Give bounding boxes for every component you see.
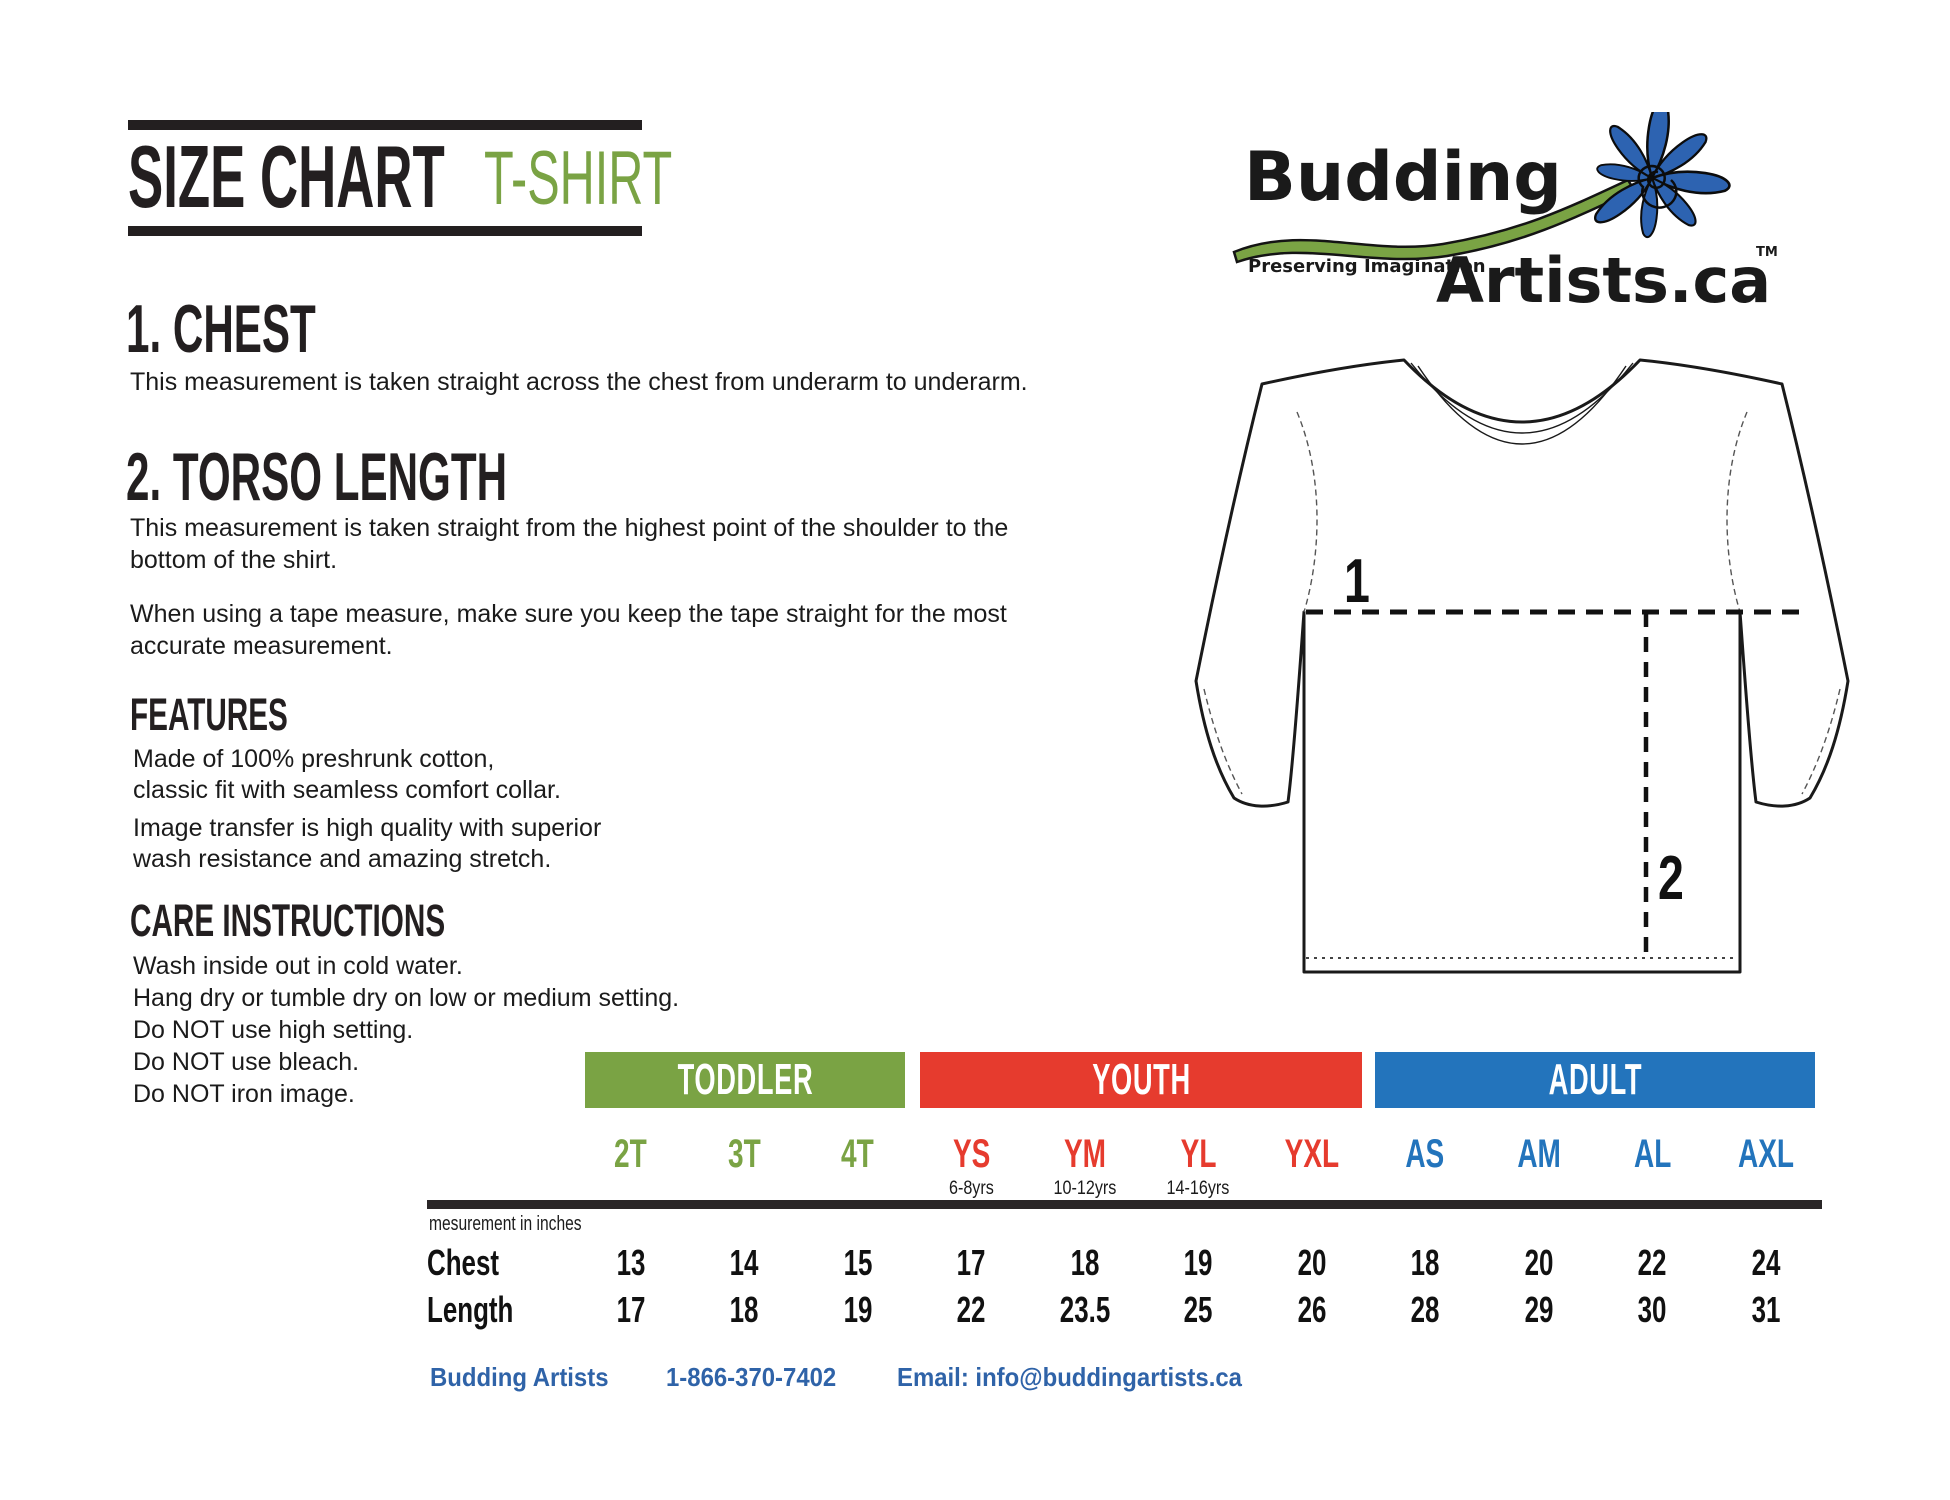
length-value: 23.5 [1059,1289,1110,1330]
title-rule-bottom [128,226,642,236]
table-row-length: Length 17 18 19 22 23.5 25 26 28 29 30 3… [427,1289,1827,1331]
chest-value: 19 [1183,1242,1213,1283]
age-range-label: 14-16yrs [1166,1178,1230,1199]
company-name: Budding Artists [430,1362,609,1392]
units-note: mesurement in inches [429,1213,582,1235]
logo-flower-icon [1594,112,1731,238]
page-subtitle: T-SHIRT [484,141,778,217]
page-title: SIZE CHART [128,133,656,221]
table-row-chest: Chest 13 14 15 17 18 19 20 18 20 22 24 [427,1242,1827,1284]
chest-value: 22 [1637,1242,1667,1283]
tshirt-measurement-diagram: 1 2 [1194,358,1850,974]
logo-tagline: Preserving Imagination [1248,256,1486,277]
chest-value: 15 [843,1242,873,1283]
column-header: AS [1405,1132,1445,1176]
length-value: 19 [843,1289,873,1330]
logo-word-bottom: Artists.ca [1436,244,1771,317]
feature-line: Made of 100% preshrunk cotton, [133,745,495,773]
section-heading-features: FEATURES [130,689,288,740]
care-line: Hang dry or tumble dry on low or medium … [133,984,680,1012]
logo-trademark: TM [1756,245,1778,260]
phone-number: 1-866-370-7402 [666,1362,837,1392]
length-value: 17 [616,1289,646,1330]
length-value: 29 [1524,1289,1554,1330]
collar-band-line [1417,365,1627,445]
care-line: Do NOT use high setting. [133,1016,414,1044]
tape-measure-line: When using a tape measure, make sure you… [130,600,1007,628]
care-line: Wash inside out in cold water. [133,952,463,980]
column-header: YL [1180,1132,1217,1176]
section-heading-chest: 1. CHEST [126,291,316,367]
chest-value: 20 [1524,1242,1554,1283]
section-heading-torso: 2. TORSO LENGTH [126,439,508,515]
feature-line: classic fit with seamless comfort collar… [133,776,561,804]
row-label: Length [427,1289,514,1330]
group-header-toddler: TODDLER [585,1052,905,1108]
table-divider-rule [427,1200,1822,1209]
chest-value: 20 [1297,1242,1327,1283]
column-header: YS [952,1132,990,1176]
contact-info: Budding Artists 1-866-370-7402 Email: info… [430,1362,1272,1393]
section-heading-care: CARE INSTRUCTIONS [130,895,446,946]
column-header: 4T [841,1132,875,1176]
column-header: YM [1063,1132,1106,1176]
budding-artists-logo: Budding Preserving Imagination Artists.c… [1232,112,1778,317]
column-header: 3T [727,1132,761,1176]
care-line: Do NOT use bleach. [133,1048,360,1076]
logo-flower-spiral [1637,164,1678,209]
chest-value: 18 [1070,1242,1100,1283]
column-header: 2T [614,1132,648,1176]
page-subtitle-text: T-SHIRT [484,136,673,221]
column-header: AM [1516,1132,1561,1176]
torso-description: This measurement is taken straight from … [130,512,1008,576]
feature-line: wash resistance and amazing stretch. [133,845,552,873]
length-value: 31 [1751,1289,1781,1330]
torso-description-line: bottom of the shirt. [130,546,338,574]
tshirt-outline [1194,358,1850,974]
chest-value: 18 [1410,1242,1440,1283]
tape-measure-note: When using a tape measure, make sure you… [130,598,1007,662]
logo-word-top: Budding [1244,138,1562,217]
torso-description-line: This measurement is taken straight from … [130,514,1009,542]
collar-stitch-line [1410,362,1634,434]
group-header-adult: ADULT [1375,1052,1815,1108]
age-range-row: 6-8yrs 10-12yrs 14-16yrs [427,1178,1827,1200]
column-header: AXL [1737,1132,1794,1176]
length-value: 25 [1183,1289,1213,1330]
row-label: Chest [427,1242,500,1283]
chest-value: 17 [956,1242,986,1283]
chest-value: 13 [616,1242,646,1283]
length-value: 26 [1297,1289,1327,1330]
length-value: 18 [729,1289,759,1330]
age-range-label: 10-12yrs [1053,1178,1117,1199]
sleeve-seam-lines [1203,411,1841,795]
tape-measure-line: accurate measurement. [130,632,393,660]
chest-marker-label: 1 [1344,545,1370,615]
email-address: Email: info@buddingartists.ca [897,1362,1243,1392]
age-range-label: 6-8yrs [948,1178,994,1199]
column-header: AL [1633,1132,1671,1176]
feature-line: Image transfer is high quality with supe… [133,814,602,842]
column-header: YXL [1284,1132,1339,1176]
features-list: Made of 100% preshrunk cotton, classic f… [133,744,601,875]
care-list: Wash inside out in cold water. Hang dry … [133,950,679,1110]
length-value: 22 [956,1289,986,1330]
title-rule-top [128,120,642,130]
size-label-row: 2T 3T 4T YS YM YL YXL AS AM AL AXL [427,1132,1827,1177]
chest-value: 24 [1751,1242,1781,1283]
page-title-text: SIZE CHART [128,127,445,226]
torso-marker-label: 2 [1658,842,1684,912]
care-line: Do NOT iron image. [133,1080,355,1108]
length-value: 28 [1410,1289,1440,1330]
chest-value: 14 [729,1242,759,1283]
chest-description: This measurement is taken straight acros… [130,368,1028,396]
size-table: TODDLER YOUTH ADULT 2T 3T 4T YS YM YL YX… [427,1052,1827,1342]
group-header-youth: YOUTH [920,1052,1362,1108]
length-value: 30 [1637,1289,1667,1330]
